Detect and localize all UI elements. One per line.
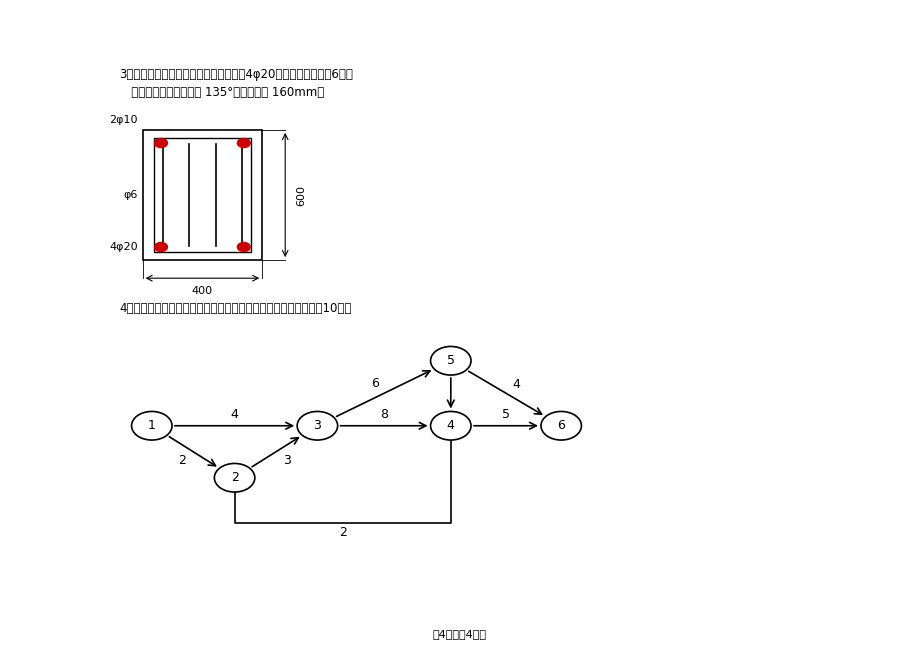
Text: 5: 5 (447, 354, 454, 367)
Circle shape (154, 138, 167, 148)
Text: 4: 4 (512, 378, 520, 391)
Text: 3．计算图示梁的箍筋下料长度，主筋为4φ20，等距离排列。（6分）: 3．计算图示梁的箍筋下料长度，主筋为4φ20，等距离排列。（6分） (119, 68, 353, 81)
Circle shape (237, 242, 250, 252)
Text: 400: 400 (192, 286, 212, 296)
Text: 2: 2 (338, 526, 346, 539)
Text: 1: 1 (148, 419, 155, 432)
Circle shape (214, 463, 255, 492)
Text: 4: 4 (231, 408, 238, 421)
Circle shape (131, 411, 172, 440)
Text: 2: 2 (178, 454, 186, 467)
Text: 5: 5 (502, 408, 509, 421)
Text: 4φ20: 4φ20 (109, 242, 138, 252)
Text: 4．计算图示双代号网络图的各项时间参数，并指出关键线路。（10分）: 4．计算图示双代号网络图的各项时间参数，并指出关键线路。（10分） (119, 302, 352, 315)
Circle shape (237, 138, 250, 148)
Circle shape (430, 411, 471, 440)
Circle shape (154, 242, 167, 252)
Text: 2: 2 (231, 471, 238, 484)
Text: 第4页（共4页）: 第4页（共4页） (433, 629, 486, 639)
Text: 6: 6 (370, 377, 379, 390)
Text: 已知一个双肢箍筋端部 135°弯钩共增长 160mm。: 已知一个双肢箍筋端部 135°弯钩共增长 160mm。 (119, 86, 323, 99)
Circle shape (430, 346, 471, 375)
Text: 600: 600 (296, 185, 306, 205)
Bar (153, 138, 251, 252)
Text: 2φ10: 2φ10 (109, 115, 138, 125)
Circle shape (297, 411, 337, 440)
Circle shape (540, 411, 581, 440)
Bar (142, 130, 262, 260)
Text: 8: 8 (380, 408, 388, 421)
Text: 4: 4 (447, 419, 454, 432)
Text: 3: 3 (283, 454, 290, 467)
Text: 3: 3 (313, 419, 321, 432)
Text: φ6: φ6 (123, 190, 138, 200)
Text: 6: 6 (557, 419, 564, 432)
